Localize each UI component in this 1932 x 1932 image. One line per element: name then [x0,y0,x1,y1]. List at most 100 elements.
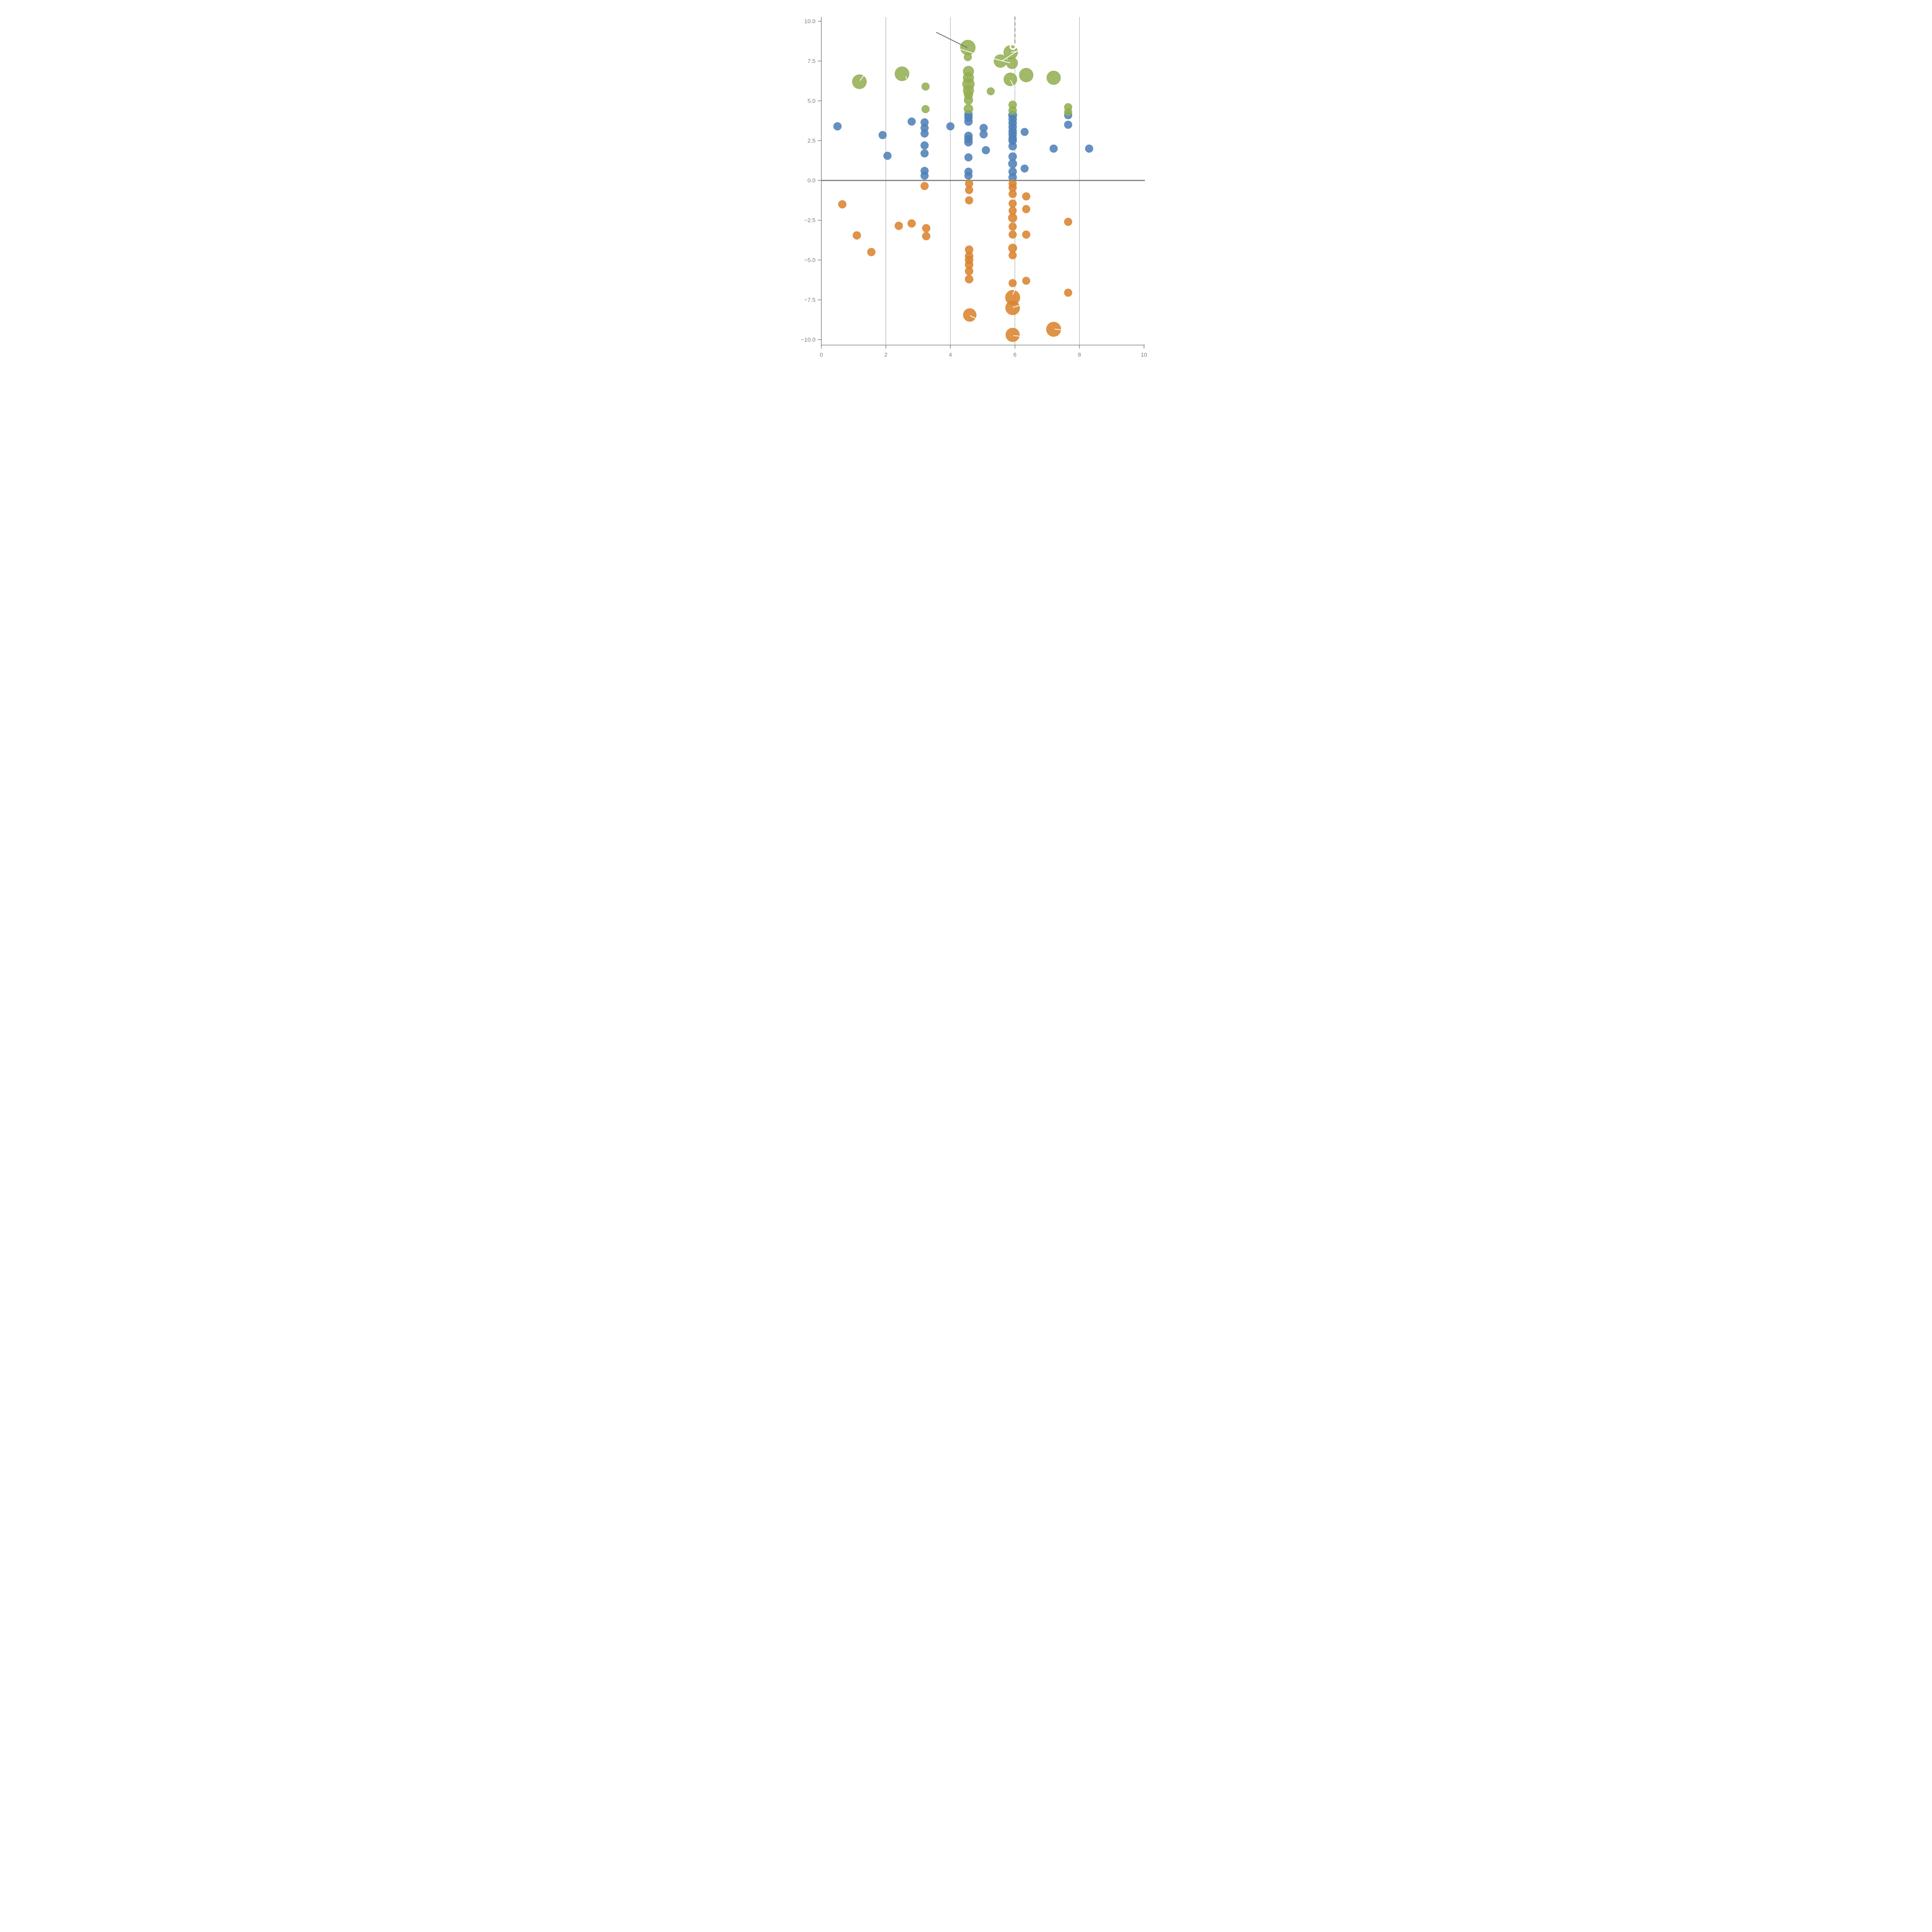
point-series-green-11 [964,95,973,105]
point-series-orange-37 [1064,288,1072,297]
point-series-orange-30 [1005,290,1020,305]
point-series-green-17 [1003,72,1017,86]
point-series-blue-20 [964,172,973,180]
point-series-blue-37 [1020,128,1029,136]
point-series-orange-24 [1009,222,1017,231]
point-series-orange-32 [1005,328,1020,342]
point-series-green-18 [1019,68,1034,82]
y-tick-label-2.5: 2.5 [808,138,816,144]
point-series-blue-6 [920,129,929,138]
point-series-orange-28 [1009,279,1017,287]
point-series-orange-14 [965,260,974,269]
point-series-orange-2 [867,248,876,257]
point-series-orange-38 [1046,321,1061,337]
point-series-orange-23 [1008,213,1017,223]
point-series-orange-1 [852,231,861,240]
point-series-orange-11 [965,245,974,254]
scatter-figure: 10.0 7.5 5.0 2.5 0.0 −2.5 −5.0 −7.5 −10.0 0 2 4 6 8 10 [773,0,1159,386]
y-tick-label--2.5: −2.5 [804,217,816,224]
point-series-blue-38 [1020,164,1029,173]
point-series-blue-42 [1085,145,1094,153]
y-tick-label--5: −5.0 [804,257,816,264]
point-series-orange-6 [922,232,930,240]
point-series-blue-21 [980,124,988,132]
point-series-blue-14 [964,117,973,126]
point-series-blue-1 [878,131,887,139]
point-series-green-0 [852,74,867,89]
x-tick-label-4: 4 [949,352,952,358]
y-tick-label-10: 10.0 [804,18,815,25]
point-series-orange-33 [1022,192,1031,201]
point-series-blue-11 [946,122,955,131]
point-series-blue-39 [1049,145,1058,153]
x-tick-label-2: 2 [884,352,887,358]
point-series-orange-26 [1008,243,1017,253]
point-series-orange-35 [1022,230,1031,239]
x-tick-label-8: 8 [1078,352,1081,358]
point-series-green-1 [895,66,910,81]
point-series-orange-10 [965,196,973,205]
point-series-blue-7 [920,141,929,150]
point-series-green-14 [993,54,1007,68]
point-series-blue-36 [1008,173,1017,182]
point-series-orange-7 [920,182,929,190]
point-series-blue-22 [980,130,988,139]
point-series-orange-34 [1022,205,1031,213]
point-series-orange-5 [922,224,930,233]
point-series-orange-3 [895,221,903,230]
gray-annotation-line [936,32,968,48]
white-annotation-segment-8 [1013,305,1020,308]
point-series-orange-31 [1005,300,1020,315]
point-series-green-12 [963,104,973,114]
y-tick-label-5: 5.0 [808,98,816,104]
point-series-green-5 [964,53,972,61]
point-series-green-3 [921,105,930,114]
point-series-orange-9 [965,186,973,194]
point-series-green-2 [921,82,930,91]
point-series-orange-21 [1009,199,1017,208]
point-series-green-16 [1006,57,1018,69]
point-series-blue-2 [883,151,892,160]
x-tick-label-6: 6 [1013,352,1016,358]
point-series-blue-17 [964,138,973,147]
point-series-orange-20 [1009,190,1017,198]
white-annotation-segment-2 [960,49,974,54]
white-annotation-segment-10 [1054,328,1062,330]
point-series-blue-34 [1008,159,1017,168]
point-series-blue-18 [964,153,973,162]
point-series-green-20 [1008,106,1017,115]
point-series-blue-33 [1008,152,1017,161]
point-series-blue-32 [1008,142,1017,151]
point-series-orange-0 [838,200,847,209]
white-annotation-segment-4 [1002,50,1018,61]
y-tick-label-0: 0.0 [808,177,816,184]
point-series-blue-41 [1064,121,1072,129]
point-series-green-4 [960,39,976,55]
white-annotation-segment-7 [1012,288,1016,295]
point-series-blue-8 [920,149,929,158]
point-series-orange-27 [1009,251,1017,260]
point-series-green-23 [1064,108,1072,116]
y-tick-label--7.5: −7.5 [804,297,816,303]
point-series-green-21 [1046,70,1061,85]
white-annotation-segment-5 [1011,50,1019,53]
point-series-orange-8 [965,179,973,188]
point-series-orange-22 [1009,206,1017,215]
x-tick-label-10: 10 [1141,352,1147,358]
point-series-orange-19 [1009,183,1017,192]
point-series-blue-3 [907,117,916,126]
y-tick-label--10: −10.0 [801,337,816,343]
point-series-blue-10 [920,172,929,180]
white-annotation-segment-0 [859,75,864,81]
point-series-orange-17 [963,308,977,322]
y-tick-label-7.5: 7.5 [808,58,816,65]
point-series-orange-16 [965,275,974,284]
scatter-chart: 10.0 7.5 5.0 2.5 0.0 −2.5 −5.0 −7.5 −10.0 0 2 4 6 8 10 [801,16,1147,358]
point-series-blue-23 [981,146,990,155]
point-series-orange-29 [1022,277,1031,285]
white-annotation-arc [1009,43,1017,50]
white-annotation-segment-6 [1010,80,1015,89]
white-annotation-segment-11 [970,315,985,323]
point-series-orange-15 [965,267,974,276]
point-series-orange-25 [1009,230,1017,239]
